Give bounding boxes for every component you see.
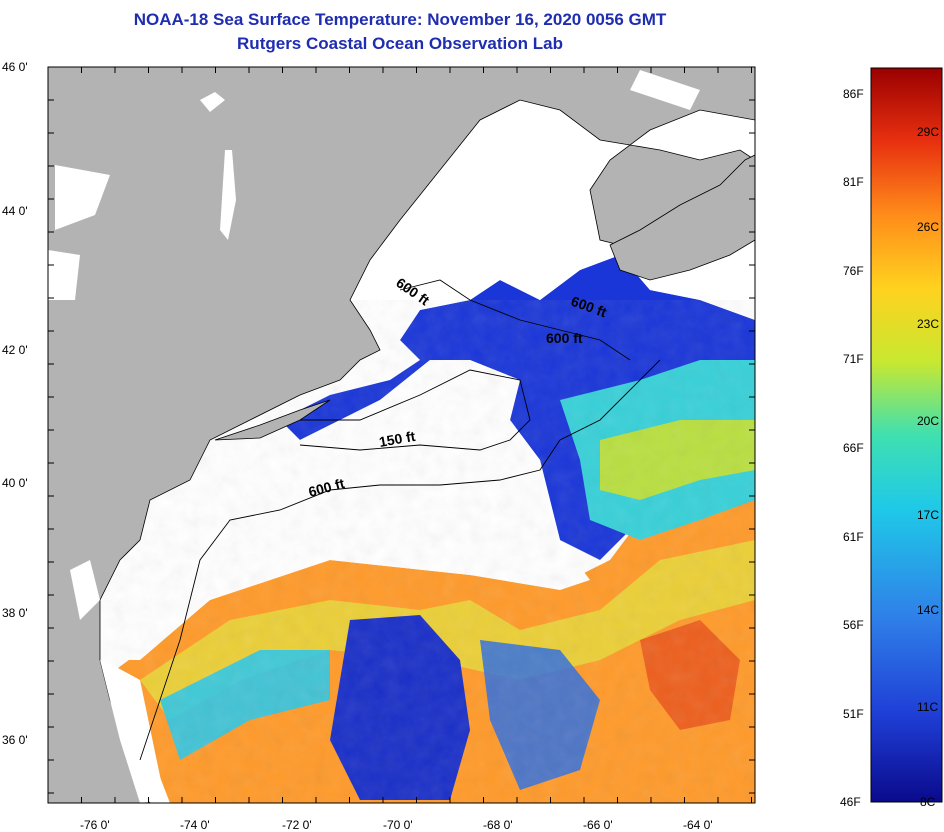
lat-label: 42 0' — [2, 343, 28, 357]
isobath-label: 150 ft — [378, 428, 417, 450]
colorbar-f-label: 81F — [843, 175, 864, 189]
colorbar-c-label: 14C — [917, 603, 940, 617]
colorbar-f-label: 71F — [843, 352, 864, 366]
land-long-island — [214, 399, 331, 441]
lake-2 — [220, 150, 236, 240]
lon-label: -76 0' — [80, 818, 110, 832]
map-subtitle: Rutgers Coastal Ocean Observation Lab — [237, 34, 563, 53]
lat-label: 38 0' — [2, 606, 28, 620]
lon-label: -64 0' — [683, 818, 713, 832]
lat-label: 46 0' — [2, 60, 28, 74]
lake-1 — [200, 92, 225, 112]
lon-label: -74 0' — [180, 818, 210, 832]
temperature-colorbar — [870, 67, 943, 803]
colorbar-f-label: 76F — [843, 264, 864, 278]
colorbar-f-label: 61F — [843, 530, 864, 544]
lake-5 — [630, 70, 700, 110]
colorbar-f-label: 66F — [843, 441, 864, 455]
land-mainland — [48, 67, 755, 803]
map-frame — [47, 66, 756, 804]
colorbar-f-label: 51F — [843, 707, 864, 721]
isobath-label: 600 ft — [546, 330, 583, 346]
lat-label: 44 0' — [2, 204, 28, 218]
colorbar-c-label: 8C — [920, 795, 936, 809]
colorbar-c-label: 26C — [917, 220, 940, 234]
colorbar-f-label: 56F — [843, 618, 864, 632]
isobath-150ft — [299, 369, 531, 451]
colorbar-f-label: 46F — [840, 795, 861, 809]
lat-label: 40 0' — [2, 476, 28, 490]
axis-ticks — [47, 66, 755, 803]
isobath-600ft — [139, 359, 661, 761]
lake-4 — [48, 250, 80, 300]
lon-label: -66 0' — [583, 818, 613, 832]
isobath-gom — [399, 279, 631, 361]
lon-label: -70 0' — [383, 818, 413, 832]
colorbar-c-label: 11C — [917, 700, 939, 714]
colorbar-gradient — [870, 67, 943, 803]
colorbar-f-label: 86F — [843, 87, 864, 101]
land-nova-scotia — [609, 154, 755, 281]
map-title: NOAA-18 Sea Surface Temperature: Novembe… — [133, 10, 667, 29]
lat-label: 36 0' — [2, 733, 28, 747]
lon-label: -72 0' — [282, 818, 312, 832]
colorbar-c-label: 17C — [917, 508, 940, 522]
chesapeake-bay — [100, 660, 165, 803]
colorbar-c-label: 29C — [917, 125, 940, 139]
colorbar-c-label: 20C — [917, 414, 940, 428]
delaware-bay — [70, 560, 100, 620]
lake-3 — [55, 165, 110, 230]
lon-label: -68 0' — [483, 818, 513, 832]
colorbar-c-label: 23C — [917, 317, 940, 331]
